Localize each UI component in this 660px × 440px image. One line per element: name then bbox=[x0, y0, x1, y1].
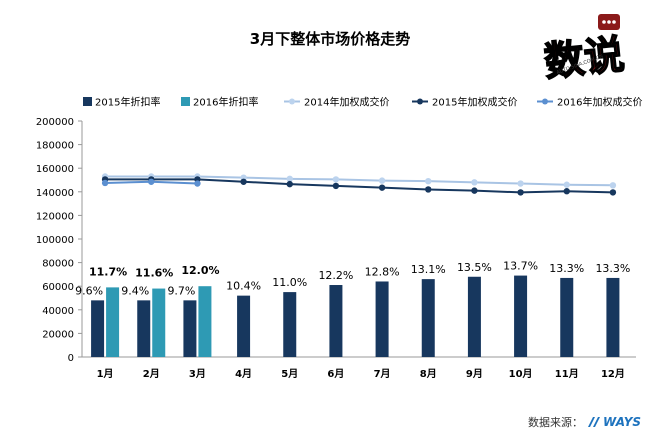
x-tick-label: 10月 bbox=[509, 368, 533, 380]
legend-label: 2015年加权成交价 bbox=[432, 96, 517, 109]
x-tick-label: 7月 bbox=[374, 368, 391, 380]
line-2015-point bbox=[517, 189, 524, 196]
y-tick-label: 0 bbox=[68, 353, 74, 364]
y-tick-label: 80000 bbox=[42, 259, 74, 270]
y-tick-label: 200000 bbox=[36, 117, 74, 128]
bar-2015-label: 13.3% bbox=[595, 262, 630, 275]
line-2015-point bbox=[563, 188, 570, 195]
bar-2015-discount bbox=[237, 295, 251, 357]
y-tick-label: 140000 bbox=[36, 188, 74, 199]
line-2014-point bbox=[425, 177, 432, 185]
line-2016-point bbox=[148, 178, 155, 185]
source-label: 数据来源： bbox=[528, 416, 583, 429]
line-2016-point bbox=[101, 179, 109, 187]
bar-2015-discount bbox=[421, 279, 435, 357]
x-tick-label: 1月 bbox=[97, 368, 114, 380]
y-tick-label: 100000 bbox=[36, 235, 74, 246]
bar-2015-label: 12.8% bbox=[365, 265, 400, 278]
bar-2015-label: 12.2% bbox=[318, 269, 353, 282]
bar-2015-discount bbox=[283, 292, 297, 357]
y-tick-label: 20000 bbox=[42, 329, 74, 340]
line-2014-point bbox=[332, 176, 340, 183]
line-2014-point bbox=[517, 180, 524, 187]
line-2014-point bbox=[563, 181, 570, 188]
x-tick-label: 4月 bbox=[235, 368, 252, 380]
line-2014-point bbox=[286, 175, 293, 183]
line-2014-point bbox=[378, 177, 386, 184]
line-2015-point bbox=[425, 186, 432, 193]
bar-2016-discount bbox=[152, 288, 166, 357]
line-2016-point bbox=[194, 180, 201, 187]
legend-label: 2015年折扣率 bbox=[95, 96, 160, 109]
bar-2015-label: 9.4% bbox=[121, 284, 149, 297]
y-tick-label: 180000 bbox=[36, 141, 74, 152]
bar-2016-label: 12.0% bbox=[181, 264, 219, 277]
bar-2015-label: 13.3% bbox=[549, 262, 584, 275]
bar-2015-label: 13.7% bbox=[503, 260, 538, 273]
line-2014-point bbox=[471, 179, 478, 186]
bar-2015-label: 13.1% bbox=[411, 263, 446, 276]
line-2015-point bbox=[332, 182, 340, 190]
legend-marker bbox=[289, 98, 295, 105]
ways-swoosh-icon bbox=[588, 417, 600, 427]
shuoshuo-logo: 数说 AUTO.SINA.COM.CN bbox=[534, 6, 630, 102]
line-2014-point bbox=[609, 182, 617, 189]
ways-brand: WAYS bbox=[603, 415, 642, 429]
bar-2015-discount bbox=[467, 276, 481, 357]
legend-label: 2016年加权成交价 bbox=[557, 96, 642, 109]
legend-label: 2016年折扣率 bbox=[193, 96, 258, 109]
x-tick-label: 6月 bbox=[327, 368, 344, 380]
chart-legend: 2015年折扣率 2016年折扣率 2014年加权成交价 2015年加权成交价 2016… bbox=[83, 96, 642, 109]
line-2015-point bbox=[240, 178, 247, 185]
y-tick-label: 60000 bbox=[42, 282, 74, 293]
bar-2015-discount bbox=[375, 281, 389, 357]
line-2015-point bbox=[378, 184, 386, 191]
bar-2015-discount bbox=[91, 300, 105, 357]
bar-2015-label: 13.5% bbox=[457, 261, 492, 274]
bar-2016-label: 11.6% bbox=[135, 267, 173, 280]
x-tick-label: 5月 bbox=[281, 368, 298, 380]
line-2014-line bbox=[105, 175, 613, 187]
ways-logo: WAYS bbox=[587, 415, 641, 429]
line-2015-line bbox=[105, 178, 613, 194]
bar-2015-label: 10.4% bbox=[226, 280, 261, 293]
bar-2015-discount bbox=[606, 277, 620, 357]
legend-marker bbox=[417, 98, 423, 105]
y-tick-label: 120000 bbox=[36, 211, 74, 222]
legend-marker bbox=[542, 98, 548, 105]
line-2015-point bbox=[471, 187, 478, 194]
chart-title: 3月下整体市场价格走势 bbox=[249, 30, 411, 48]
bar-2015-discount bbox=[183, 300, 197, 357]
line-2015-point bbox=[609, 189, 617, 196]
x-tick-label: 11月 bbox=[555, 368, 579, 380]
legend-swatch bbox=[83, 97, 92, 106]
data-source: 数据来源： WAYS bbox=[528, 414, 641, 430]
bar-2016-discount bbox=[198, 286, 212, 357]
x-tick-label: 3月 bbox=[189, 368, 206, 380]
x-tick-label: 12月 bbox=[601, 368, 625, 380]
legend-swatch bbox=[181, 97, 190, 106]
x-tick-label: 9月 bbox=[466, 368, 483, 380]
line-2015-point bbox=[286, 180, 293, 188]
x-tick-label: 2月 bbox=[143, 368, 160, 380]
bar-2015-discount bbox=[560, 277, 574, 357]
x-tick-label: 8月 bbox=[420, 368, 437, 380]
bar-2015-label: 11.0% bbox=[272, 276, 307, 289]
y-tick-label: 40000 bbox=[42, 306, 74, 317]
legend-label: 2014年加权成交价 bbox=[304, 96, 389, 109]
logo-text: 数说 bbox=[542, 32, 626, 86]
bar-2016-discount bbox=[106, 287, 120, 357]
bar-2015-discount bbox=[514, 275, 528, 357]
y-tick-label: 160000 bbox=[36, 164, 74, 175]
bar-2015-discount bbox=[137, 300, 151, 357]
bar-2015-label: 9.7% bbox=[167, 284, 195, 297]
bar-2016-label: 11.7% bbox=[89, 265, 127, 278]
bar-2015-label: 9.6% bbox=[75, 284, 103, 297]
bar-2015-discount bbox=[329, 285, 343, 357]
